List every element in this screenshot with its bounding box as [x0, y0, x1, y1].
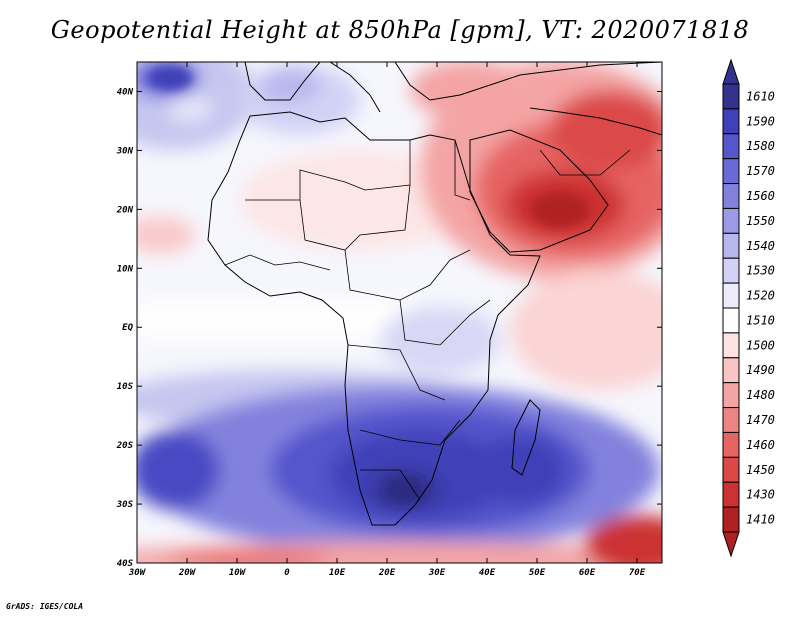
colorbar-label: 1510 — [746, 313, 775, 327]
colorbar-bottom-arrow — [722, 531, 740, 558]
colorbar-swatch — [722, 133, 740, 160]
lat-label: EQ — [122, 323, 133, 333]
latitude-labels: 40N 30N 20N 10N EQ 10S 20S 30S 40S — [116, 87, 134, 569]
lat-label: 40S — [117, 559, 134, 569]
colorbar-label: 1450 — [746, 463, 775, 477]
colorbar-label: 1610 — [746, 89, 775, 103]
lon-label: 30W — [128, 568, 147, 578]
colorbar-swatch — [722, 257, 740, 284]
colorbar-swatch — [722, 456, 740, 483]
colorbar-swatch — [722, 506, 740, 533]
colorbar-swatch — [722, 307, 740, 334]
lat-label: 40N — [117, 87, 134, 97]
colorbar-swatch — [722, 232, 740, 259]
colorbar-label: 1500 — [746, 338, 775, 352]
colorbar-swatch — [722, 183, 740, 209]
colorbar-swatch — [722, 382, 740, 409]
colorbar-label: 1560 — [746, 189, 775, 203]
colorbar-label: 1460 — [746, 438, 775, 452]
colorbar-label: 1580 — [746, 139, 775, 153]
colorbar-swatch — [722, 282, 740, 309]
height-field — [137, 62, 662, 563]
colorbar-label: 1570 — [746, 164, 775, 178]
colorbar-label: 1470 — [746, 413, 775, 427]
colorbar-swatch — [722, 407, 740, 433]
lon-label: 20E — [378, 568, 396, 578]
colorbar-label: 1530 — [746, 264, 775, 278]
lat-label: 30S — [116, 500, 134, 510]
lat-label: 20N — [116, 205, 134, 215]
lon-label: 40E — [479, 568, 496, 578]
colorbar-label: 1550 — [746, 214, 775, 228]
colorbar-swatch — [722, 431, 740, 458]
country-borders — [224, 140, 631, 501]
colorbar-swatch — [722, 108, 740, 135]
colorbar-swatch — [722, 481, 740, 508]
lat-label: 10N — [117, 264, 134, 274]
colorbar-swatch — [722, 83, 740, 110]
colorbar-label: 1410 — [746, 513, 775, 527]
colorbar-swatch — [722, 332, 740, 359]
map-frame — [136, 61, 663, 564]
lon-label: 60E — [579, 568, 596, 578]
colorbar-label: 1540 — [746, 239, 775, 253]
lat-label: 20S — [116, 441, 134, 451]
lon-label: 10W — [229, 568, 247, 578]
lon-label: 50E — [529, 568, 546, 578]
colorbar: 1610 1590 1580 1570 1560 1550 1540 1530 1520 1510… — [722, 58, 775, 558]
colorbar-label: 1590 — [746, 114, 775, 128]
colorbar-label: 1430 — [746, 488, 775, 502]
colorbar-swatch — [722, 207, 740, 234]
lon-label: 10E — [329, 568, 346, 578]
lon-label: 70E — [629, 568, 646, 578]
lon-label: 0 — [284, 568, 290, 578]
map-title: Geopotential Height at 850hPa [gpm], VT:… — [50, 16, 750, 44]
grads-credit: GrADS: IGES/COLA — [6, 602, 84, 611]
lat-label: 30N — [116, 146, 134, 156]
colorbar-top-arrow — [722, 58, 740, 85]
colorbar-label: 1490 — [746, 363, 775, 377]
colorbar-swatch — [722, 158, 740, 185]
longitude-labels: 30W 20W 10W 0 10E 20E 30E 40E 50E 60E 70E — [128, 568, 646, 578]
colorbar-label: 1520 — [746, 289, 775, 303]
lon-label: 30E — [428, 568, 446, 578]
colorbar-label: 1480 — [746, 388, 775, 402]
lon-label: 20W — [178, 568, 197, 578]
axis-ticks — [136, 62, 662, 564]
colorbar-swatch — [722, 357, 740, 384]
lat-label: 10S — [117, 382, 134, 392]
